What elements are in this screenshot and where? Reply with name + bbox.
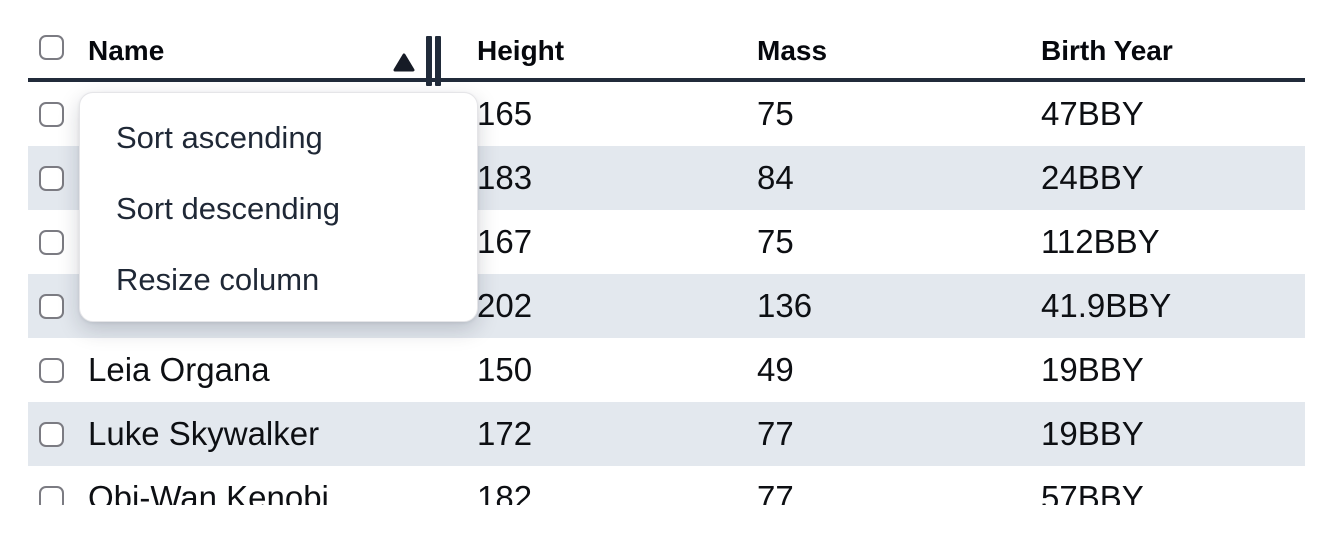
menu-item-resize-column[interactable]: Resize column xyxy=(116,261,320,297)
cell-height: 150 xyxy=(477,351,533,388)
column-header-name[interactable]: Name xyxy=(80,35,477,86)
cell-mass: 75 xyxy=(757,223,794,260)
cell-name: Luke Skywalker xyxy=(88,415,320,452)
row-checkbox[interactable] xyxy=(39,293,64,319)
column-context-menu: Sort ascending Sort descending Resize co… xyxy=(79,92,478,322)
cell-birth-year: 19BBY xyxy=(1041,415,1144,452)
column-header-height[interactable]: Height xyxy=(477,35,565,66)
column-resize-handle-icon[interactable] xyxy=(426,36,441,86)
cell-birth-year: 57BBY xyxy=(1041,479,1144,505)
cell-mass: 136 xyxy=(757,287,813,324)
table-row: Luke Skywalker 172 77 19BBY xyxy=(28,402,1305,466)
cell-mass: 84 xyxy=(757,159,794,196)
column-header-name-label: Name xyxy=(88,35,165,66)
sort-ascending-icon xyxy=(393,53,415,72)
row-checkbox[interactable] xyxy=(39,101,64,127)
cell-mass: 75 xyxy=(757,95,794,132)
table-header-row: Name Height Mass Birth Year xyxy=(28,0,1305,86)
cell-height: 167 xyxy=(477,223,533,260)
cell-mass: 77 xyxy=(757,415,794,452)
cell-height: 172 xyxy=(477,415,533,452)
row-checkbox[interactable] xyxy=(39,357,64,383)
header-cell-select xyxy=(28,35,80,67)
cell-name: Leia Organa xyxy=(88,351,270,388)
cell-height: 165 xyxy=(477,95,533,132)
column-header-birth-year[interactable]: Birth Year xyxy=(1041,35,1173,66)
cell-birth-year: 24BBY xyxy=(1041,159,1144,196)
cell-name: Obi-Wan Kenobi xyxy=(88,479,329,505)
cell-birth-year: 19BBY xyxy=(1041,351,1144,388)
data-table: Name Height Mass Birth Year 165 75 47BBY xyxy=(28,0,1305,505)
cell-mass: 49 xyxy=(757,351,794,388)
cell-birth-year: 41.9BBY xyxy=(1041,287,1172,324)
row-checkbox[interactable] xyxy=(39,229,64,255)
select-all-checkbox[interactable] xyxy=(39,35,64,60)
menu-item-sort-ascending[interactable]: Sort ascending xyxy=(116,120,323,156)
row-checkbox[interactable] xyxy=(39,421,64,447)
cell-height: 182 xyxy=(477,479,533,505)
table-row: Obi-Wan Kenobi 182 77 57BBY xyxy=(28,466,1305,505)
cell-mass: 77 xyxy=(757,479,794,505)
cell-birth-year: 112BBY xyxy=(1041,223,1160,260)
column-header-mass[interactable]: Mass xyxy=(757,35,828,66)
table-row: Leia Organa 150 49 19BBY xyxy=(28,338,1305,402)
cell-height: 202 xyxy=(477,287,533,324)
cell-birth-year: 47BBY xyxy=(1041,95,1144,132)
menu-item-sort-descending[interactable]: Sort descending xyxy=(116,191,341,226)
row-checkbox[interactable] xyxy=(39,165,64,191)
cell-height: 183 xyxy=(477,159,533,196)
row-checkbox[interactable] xyxy=(39,485,64,505)
